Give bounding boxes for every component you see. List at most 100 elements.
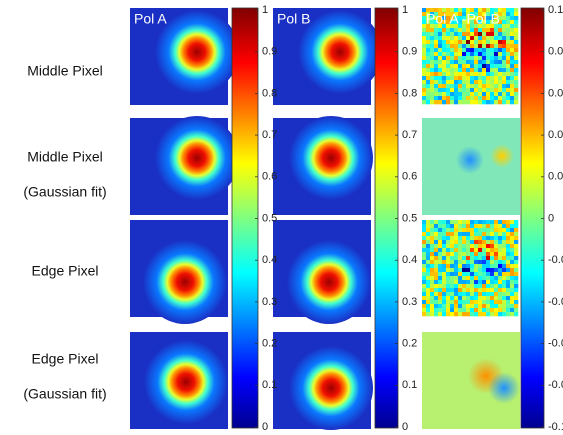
noise-pixel [462, 96, 467, 101]
noise-pixel [514, 64, 519, 69]
noise-pixel [450, 296, 455, 301]
noise-pixel [446, 76, 451, 81]
noise-pixel [514, 84, 519, 89]
noise-pixel [438, 232, 443, 237]
noise-pixel [470, 268, 475, 273]
noise-pixel [502, 248, 507, 253]
noise-pixel [446, 100, 451, 105]
noise-pixel [466, 228, 471, 233]
noise-pixel [482, 20, 487, 25]
noise-pixel [438, 44, 443, 49]
noise-pixel [430, 280, 435, 285]
noise-pixel [442, 100, 447, 105]
noise-pixel [446, 32, 451, 37]
noise-pixel [430, 260, 435, 265]
noise-pixel [430, 44, 435, 49]
noise-pixel [446, 296, 451, 301]
noise-pixel [434, 52, 439, 57]
noise-pixel [494, 252, 499, 257]
noise-pixel [510, 40, 515, 45]
noise-pixel [486, 12, 491, 17]
noise-pixel [478, 8, 483, 13]
noise-pixel [506, 20, 511, 25]
noise-pixel [446, 220, 451, 225]
noise-pixel [458, 64, 463, 69]
noise-pixel [502, 232, 507, 237]
noise-pixel [478, 292, 483, 297]
noise-pixel [450, 28, 455, 33]
noise-pixel [470, 64, 475, 69]
noise-pixel [514, 224, 519, 229]
noise-pixel [498, 228, 503, 233]
noise-pixel [490, 88, 495, 93]
labels: 1 0.9 0.8 0.7 0.6 0.5 0.4 0.3 0.2 0.1 0 1 0.9 0.8 0.7 0… [23, 4, 563, 433]
noise-pixel [450, 224, 455, 229]
noise-pixel [506, 248, 511, 253]
noise-pixel [474, 12, 479, 17]
noise-pixel [494, 228, 499, 233]
noise-pixel [458, 312, 463, 317]
noise-pixel [434, 248, 439, 253]
noise-pixel [494, 32, 499, 37]
noise-pixel [438, 288, 443, 293]
noise-pixel [474, 32, 479, 37]
noise-pixel [466, 48, 471, 53]
noise-pixel [486, 32, 491, 37]
beam-spot [289, 116, 373, 200]
noise-pixel [426, 248, 431, 253]
noise-pixel [482, 312, 487, 317]
noise-pixel [426, 36, 431, 41]
row-label: Middle Pixel [27, 63, 102, 79]
noise-pixel [430, 40, 435, 45]
noise-pixel [478, 296, 483, 301]
noise-pixel [466, 232, 471, 237]
noise-pixel [510, 44, 515, 49]
noise-pixel [478, 244, 483, 249]
noise-pixel [458, 248, 463, 253]
noise-pixel [458, 100, 463, 105]
noise-pixel [426, 88, 431, 93]
noise-pixel [514, 96, 519, 101]
noise-pixel [502, 8, 507, 13]
noise-pixel [466, 80, 471, 85]
noise-pixel [510, 308, 515, 313]
noise-pixel [514, 48, 519, 53]
noise-pixel [458, 224, 463, 229]
noise-pixel [442, 68, 447, 73]
noise-pixel [438, 240, 443, 245]
noise-pixel [474, 8, 479, 13]
noise-pixel [498, 280, 503, 285]
noise-pixel [478, 272, 483, 277]
noise-pixel [506, 240, 511, 245]
noise-pixel [458, 228, 463, 233]
noise-pixel [498, 76, 503, 81]
noise-pixel [450, 64, 455, 69]
noise-pixel [442, 32, 447, 37]
noise-pixel [446, 20, 451, 25]
noise-pixel [454, 72, 459, 77]
noise-pixel [482, 244, 487, 249]
colorbar-tick-label: -0.04 [548, 296, 563, 308]
noise-pixel [422, 244, 427, 249]
noise-pixel [482, 72, 487, 77]
noise-pixel [510, 80, 515, 85]
noise-pixel [450, 8, 455, 13]
noise-pixel [438, 76, 443, 81]
noise-pixel [466, 88, 471, 93]
noise-pixel [426, 60, 431, 65]
noise-pixel [502, 312, 507, 317]
noise-pixel [490, 288, 495, 293]
noise-pixel [482, 60, 487, 65]
diff-lobe [490, 144, 514, 168]
noise-pixel [422, 312, 427, 317]
noise-pixel [462, 60, 467, 65]
noise-pixel [470, 44, 475, 49]
noise-pixel [430, 56, 435, 61]
noise-pixel [466, 12, 471, 17]
noise-pixel [470, 284, 475, 289]
noise-pixel [474, 236, 479, 241]
noise-pixel [466, 44, 471, 49]
noise-pixel [490, 64, 495, 69]
noise-pixel [510, 20, 515, 25]
